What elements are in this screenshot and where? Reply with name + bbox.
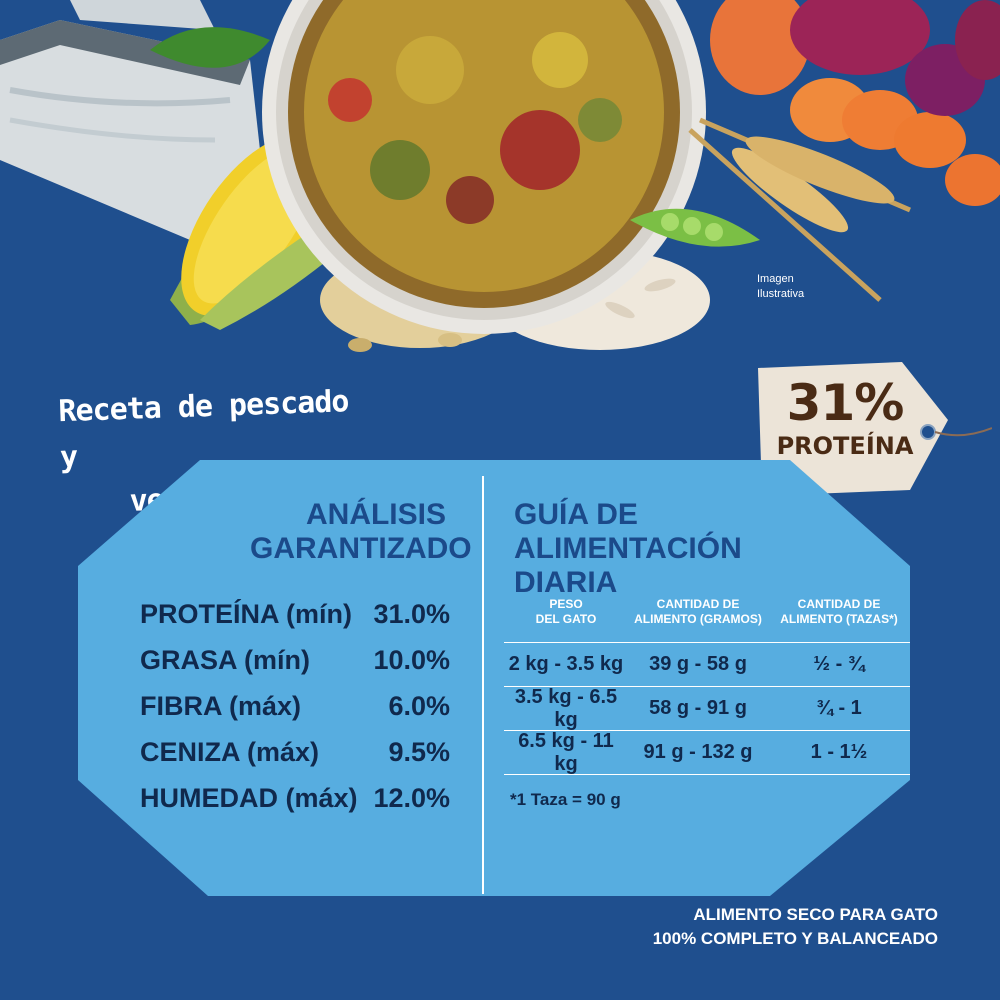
peas-image xyxy=(630,208,760,247)
table-row: 6.5 kg - 11 kg 91 g - 132 g 1 - 1½ xyxy=(504,729,910,775)
analysis-list: PROTEÍNA (mín) 31.0% GRASA (mín) 10.0% F… xyxy=(140,591,450,821)
protein-percent: 31% xyxy=(786,374,905,432)
basil-leaf-image xyxy=(150,27,270,68)
footer-line2: 100% COMPLETO Y BALANCEADO xyxy=(652,929,938,948)
cell-weight: 6.5 kg - 11 kg xyxy=(518,729,614,775)
header-cups-line1: CANTIDAD DE xyxy=(797,597,881,611)
header-cups-line2: ALIMENTO (TAZAS*) xyxy=(780,612,898,626)
cup-footnote: *1 Taza = 90 g xyxy=(510,790,621,809)
analysis-title-line2: GARANTIZADO xyxy=(250,532,472,565)
analysis-label: CENIZA (máx) xyxy=(140,737,320,767)
cell-weight: 2 kg - 3.5 kg xyxy=(508,653,624,675)
beet-slices-image xyxy=(790,0,1000,116)
fish-fillet-image xyxy=(0,0,260,240)
table-row: 3.5 kg - 6.5 kg 58 g - 91 g ¾ - 1 xyxy=(504,685,910,731)
analysis-label: FIBRA (máx) xyxy=(140,691,302,721)
protein-tag xyxy=(758,362,992,496)
analysis-row-protein: PROTEÍNA (mín) 31.0% xyxy=(140,591,450,637)
analysis-value: 12.0% xyxy=(373,783,450,813)
analysis-row-fiber: FIBRA (máx) 6.0% xyxy=(140,683,450,729)
analysis-label: HUMEDAD (máx) xyxy=(140,783,358,813)
analysis-value: 10.0% xyxy=(373,645,450,675)
analysis-label: GRASA (mín) xyxy=(140,645,310,675)
header-weight-line1: PESO xyxy=(549,597,583,611)
footer-line1: ALIMENTO SECO PARA GATO xyxy=(693,905,938,924)
ingredients-illustration xyxy=(0,0,1000,352)
analysis-value: 9.5% xyxy=(388,737,450,767)
table-row: 2 kg - 3.5 kg 39 g - 58 g ½ - ¾ xyxy=(504,643,910,687)
header-weight: PESO DEL GATO xyxy=(504,597,628,642)
header-grams: CANTIDAD DE ALIMENTO (GRAMOS) xyxy=(628,597,768,642)
header-weight-line2: DEL GATO xyxy=(535,612,597,626)
cell-grams: 39 g - 58 g xyxy=(649,653,747,675)
protein-label: PROTEÍNA xyxy=(776,432,914,460)
cell-grams: 91 g - 132 g xyxy=(643,741,753,763)
analysis-row-moisture: HUMEDAD (máx) 12.0% xyxy=(140,775,450,821)
caption-line2: Ilustrativa xyxy=(757,288,805,300)
caption-line1: Imagen xyxy=(757,273,794,285)
image-disclaimer: Imagen Ilustrativa xyxy=(757,272,804,302)
cell-cups: 1 - 1½ xyxy=(810,741,868,763)
kibble-bowl-image xyxy=(262,0,706,334)
product-description: ALIMENTO SECO PARA GATO 100% COMPLETO Y … xyxy=(620,903,938,951)
cell-grams: 58 g - 91 g xyxy=(649,697,747,719)
feeding-guide-table: PESO DEL GATO CANTIDAD DE ALIMENTO (GRAM… xyxy=(504,597,910,775)
analysis-value: 6.0% xyxy=(388,691,450,721)
analysis-row-ash: CENIZA (máx) 9.5% xyxy=(140,729,450,775)
panel-divider xyxy=(482,476,484,894)
protein-tag-text: 31% PROTEÍNA xyxy=(770,374,920,460)
analysis-row-fat: GRASA (mín) 10.0% xyxy=(140,637,450,683)
guide-title-line1: GUÍA DE xyxy=(514,498,638,531)
cell-cups: ½ - ¾ xyxy=(813,653,865,675)
cell-weight: 3.5 kg - 6.5 kg xyxy=(514,685,618,731)
header-cups: CANTIDAD DE ALIMENTO (TAZAS*) xyxy=(768,597,910,642)
cell-cups: ¾ - 1 xyxy=(816,697,862,719)
wheat-ears-image xyxy=(688,117,911,302)
header-grams-line2: ALIMENTO (GRAMOS) xyxy=(634,612,762,626)
guide-title-line2: ALIMENTACIÓN DIARIA xyxy=(514,532,742,599)
analysis-title: ANÁLISIS GARANTIZADO xyxy=(250,498,472,566)
table-header: PESO DEL GATO CANTIDAD DE ALIMENTO (GRAM… xyxy=(504,597,910,643)
analysis-label: PROTEÍNA (mín) xyxy=(140,599,352,629)
guide-title: GUÍA DE ALIMENTACIÓN DIARIA xyxy=(514,498,834,600)
carrot-slices-image xyxy=(710,0,1000,206)
header-grams-line1: CANTIDAD DE xyxy=(656,597,740,611)
analysis-value: 31.0% xyxy=(373,599,450,629)
analysis-title-line1: ANÁLISIS xyxy=(305,498,446,531)
